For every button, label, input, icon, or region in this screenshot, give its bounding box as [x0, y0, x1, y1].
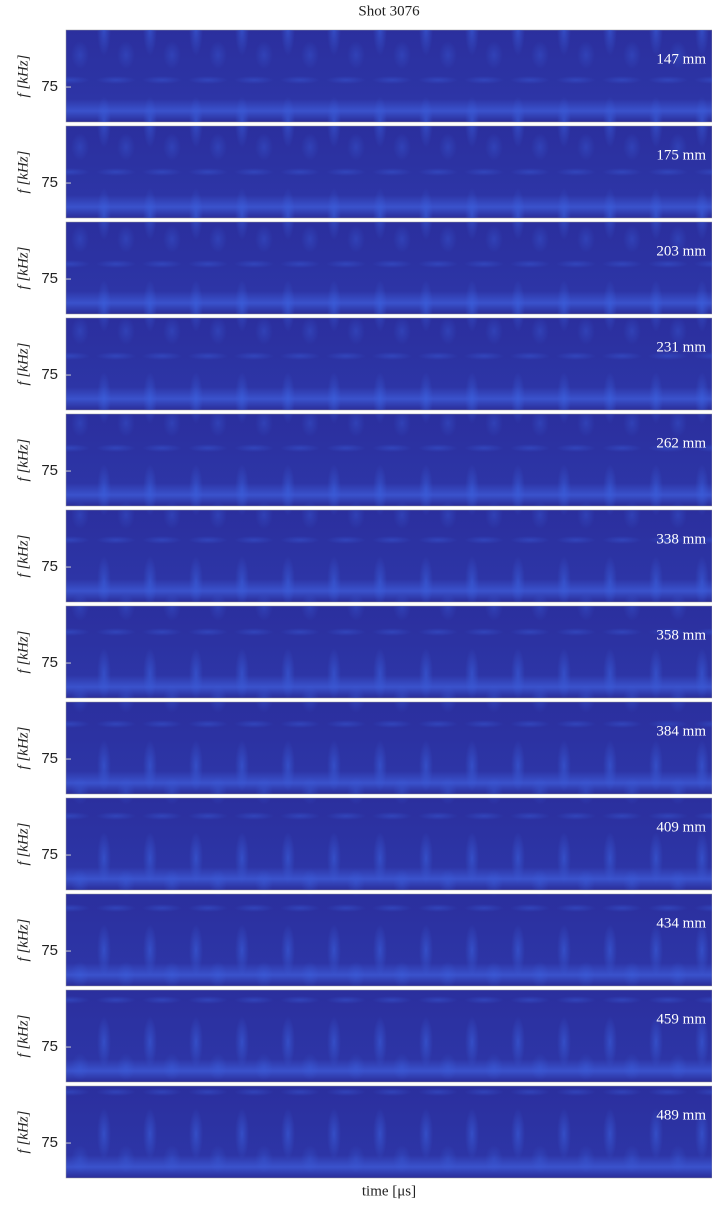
- spectrogram-texture: [66, 1086, 712, 1178]
- panel-label: 358 mm: [656, 627, 706, 643]
- spectrogram-texture: [66, 126, 712, 218]
- y-axis-label: f [kHz]: [15, 1014, 31, 1057]
- chart-title: Shot 3076: [358, 3, 420, 19]
- y-axis-label: f [kHz]: [15, 918, 31, 961]
- y-tick-label: 75: [41, 462, 58, 479]
- y-tick-label: 75: [41, 942, 58, 959]
- y-tick-label: 75: [41, 846, 58, 863]
- y-axis-label: f [kHz]: [15, 1110, 31, 1153]
- panel-label: 231 mm: [656, 339, 706, 355]
- y-axis-label: f [kHz]: [15, 54, 31, 97]
- spectrogram-texture: [66, 606, 712, 698]
- y-tick-label: 75: [41, 1038, 58, 1055]
- y-tick-label: 75: [41, 1134, 58, 1151]
- spectrogram-texture: [66, 798, 712, 890]
- y-axis-label: f [kHz]: [15, 438, 31, 481]
- panel-label: 262 mm: [656, 435, 706, 451]
- spectrogram-texture: [66, 222, 712, 314]
- spectrogram-texture: [66, 894, 712, 986]
- spectrogram-texture: [66, 318, 712, 410]
- spectrogram-texture: [66, 414, 712, 506]
- y-axis-label: f [kHz]: [15, 630, 31, 673]
- y-tick-label: 75: [41, 558, 58, 575]
- y-tick-label: 75: [41, 750, 58, 767]
- panel-label: 384 mm: [656, 723, 706, 739]
- y-tick-label: 75: [41, 174, 58, 191]
- panel-label: 489 mm: [656, 1107, 706, 1123]
- y-tick-label: 75: [41, 270, 58, 287]
- panel-label: 338 mm: [656, 531, 706, 547]
- spectrogram-texture: [66, 30, 712, 122]
- spectrogram-texture: [66, 510, 712, 602]
- x-axis-label: time [μs]: [362, 1183, 416, 1199]
- y-tick-label: 75: [41, 366, 58, 383]
- spectrogram-texture: [66, 702, 712, 794]
- panel-label: 203 mm: [656, 243, 706, 259]
- y-axis-label: f [kHz]: [15, 342, 31, 385]
- y-tick-label: 75: [41, 78, 58, 95]
- chart: Shot 3076 time [μs] 147 mm f [kHz] 75 175 m…: [0, 0, 712, 1202]
- y-tick-label: 75: [41, 654, 58, 671]
- spectrogram-texture: [66, 990, 712, 1082]
- panel-label: 459 mm: [656, 1011, 706, 1027]
- y-axis-label: f [kHz]: [15, 534, 31, 577]
- panel-label: 147 mm: [656, 51, 706, 67]
- y-axis-label: f [kHz]: [15, 822, 31, 865]
- y-axis-label: f [kHz]: [15, 150, 31, 193]
- panel-label: 434 mm: [656, 915, 706, 931]
- panel-label: 175 mm: [656, 147, 706, 163]
- panel-label: 409 mm: [656, 819, 706, 835]
- y-axis-label: f [kHz]: [15, 246, 31, 289]
- y-axis-label: f [kHz]: [15, 726, 31, 769]
